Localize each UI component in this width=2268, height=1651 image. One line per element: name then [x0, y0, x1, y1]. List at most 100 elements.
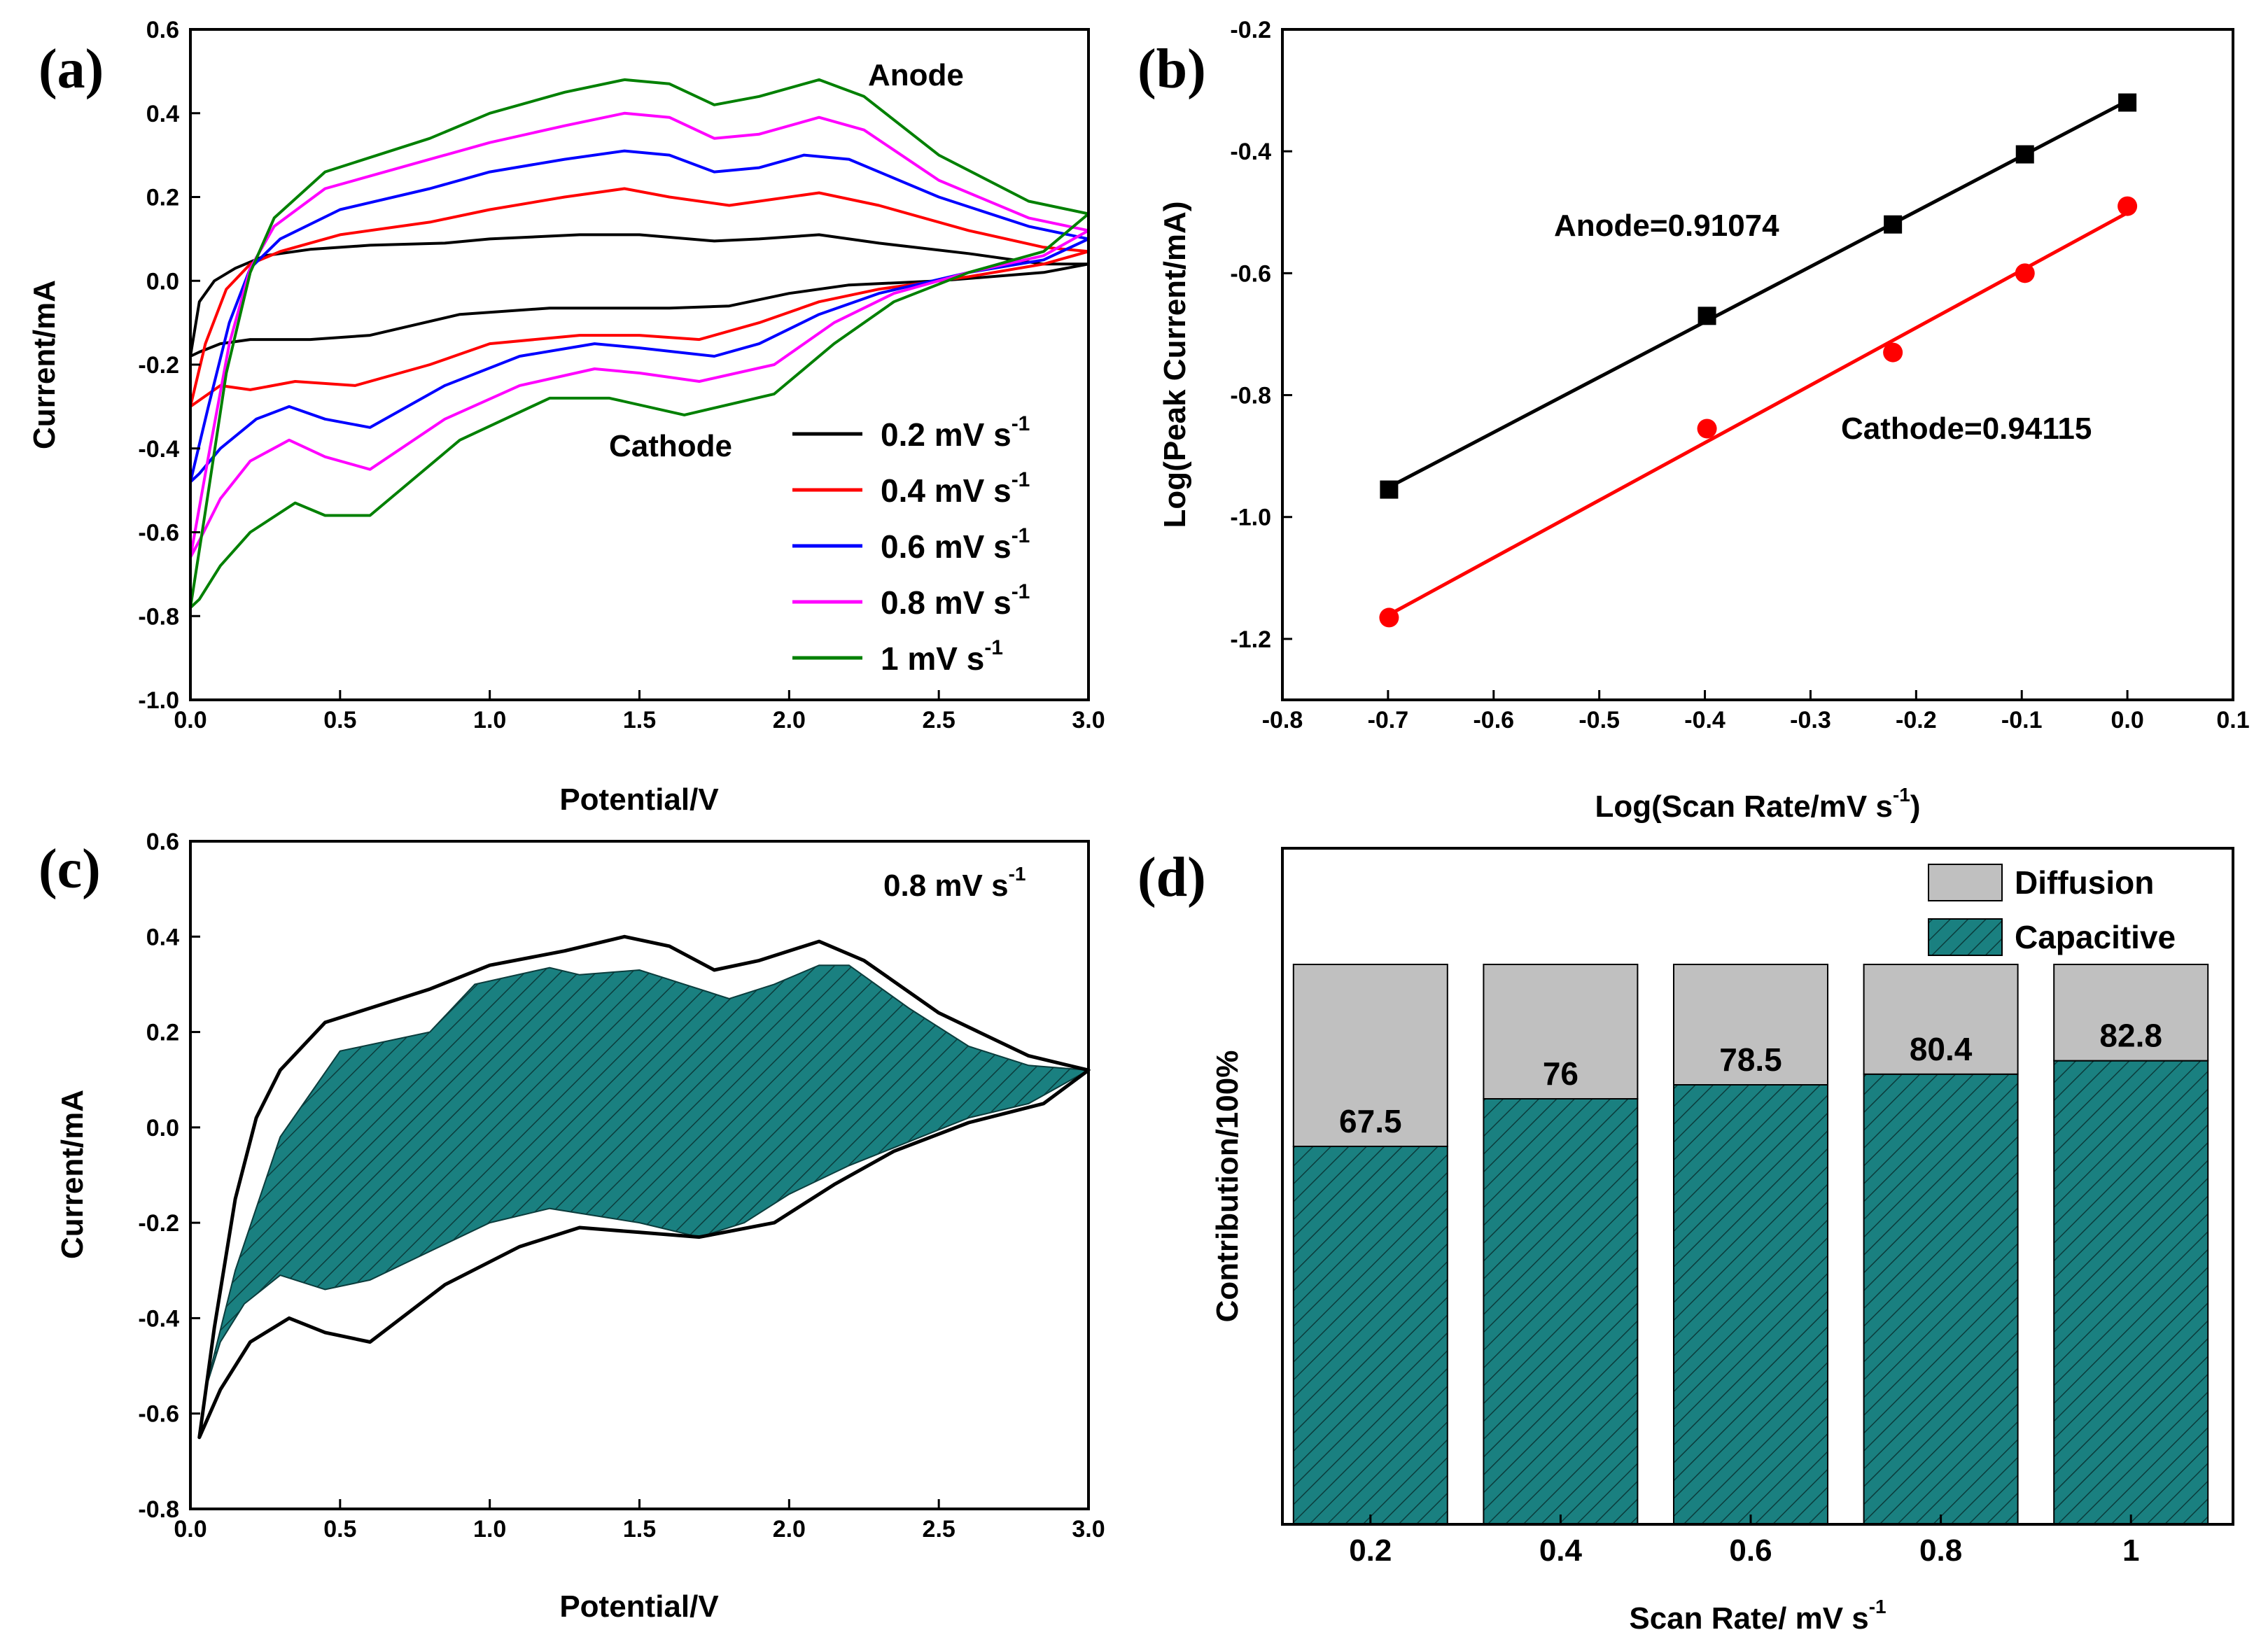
y-tick-label: -0.2	[138, 1210, 179, 1237]
x-tick-label: -0.7	[1368, 707, 1409, 733]
legend-label-capacitive: Capacitive	[2015, 919, 2176, 955]
x-tick-label: 2.0	[773, 707, 806, 733]
bar-diffusion	[2053, 964, 2209, 1062]
x-tick-label: -0.4	[1684, 707, 1726, 733]
bar-capacitive	[1673, 1084, 1828, 1525]
bar-capacitive	[1863, 1073, 2019, 1526]
y-tick-label: -0.4	[1230, 139, 1271, 165]
x-tick-label: -0.5	[1578, 707, 1620, 733]
label-cathode-slope: Cathode=0.94115	[1841, 412, 2092, 446]
x-tick-label: -0.2	[1896, 707, 1937, 733]
fit-line-cathode	[1388, 211, 2129, 617]
y-tick-label: 0.2	[146, 185, 179, 211]
x-tick-label: -0.8	[1262, 707, 1303, 733]
y-tick-label: 0.2	[146, 1020, 179, 1046]
bar-capacitive	[1483, 1098, 1639, 1525]
y-tick-label: 0.6	[146, 17, 179, 43]
x-tick-label: -0.3	[1790, 707, 1831, 733]
x-tick-label: 0.1	[2216, 707, 2249, 733]
y-tick-label: -0.6	[138, 520, 179, 547]
x-tick-label: 1.0	[473, 1516, 506, 1543]
panel-a-legend: 0.2 mV s-1 0.4 mV s-1 0.6 mV s-1 0.8 mV s-1…	[792, 412, 1030, 677]
bar-value-label: 80.4	[1910, 1031, 1973, 1067]
legend-label-diffusion: Diffusion	[2015, 864, 2154, 901]
bar-capacitive	[1292, 1146, 1448, 1525]
y-tick-label: -0.6	[1230, 260, 1271, 287]
bar-value-label: 78.5	[1719, 1041, 1782, 1078]
panel-d-xlabel: Scan Rate/ mV s-1	[1629, 1596, 1886, 1636]
x-tick-label: 0.0	[174, 1516, 206, 1543]
y-tick-label: -1.2	[1230, 626, 1271, 653]
x-tick-label: 0.4	[1539, 1533, 1583, 1568]
panel-a: (a) 0.0 0.5 1.0 1.5 2.0 2.5 3.0 -1.0 -0.8 -0.6 -0.…	[27, 17, 1105, 817]
bar-value-label: 67.5	[1339, 1103, 1402, 1139]
x-tick-label: 2.5	[923, 707, 955, 733]
panel-b-label: (b)	[1138, 38, 1206, 100]
panel-d-frame	[1281, 847, 2234, 1526]
x-tick-label: 1.5	[623, 707, 656, 733]
panel-a-ticks: 0.0 0.5 1.0 1.5 2.0 2.5 3.0 -1.0 -0.8 -0.6 -0.4 -0.…	[138, 17, 1105, 733]
panel-d-legend: Diffusion Capacitive	[1928, 864, 2176, 956]
panel-d: (d) 67.5 0.2 76 0.4 78.5 0.6 80.4 0.8 82.8 1 Scan…	[1138, 847, 2234, 1636]
panel-a-xlabel: Potential/V	[559, 782, 719, 817]
x-tick-label: 0.8	[1919, 1533, 1962, 1568]
y-tick-label: -0.8	[138, 1496, 179, 1523]
anode-point	[1884, 215, 1903, 234]
panel-c: (c) 0.0 0.5 1.0 1.5 2.0 2.5 3.0 -0.8 -0.6 -0.4 -0.…	[38, 829, 1105, 1624]
cathode-point	[2015, 263, 2035, 283]
panel-b-ticks: -0.8 -0.7 -0.6 -0.5 -0.4 -0.3 -0.2 -0.1 0.0 0.1 -1…	[1230, 17, 2249, 733]
x-tick-label: -0.6	[1473, 707, 1514, 733]
x-tick-label: 1.0	[473, 707, 506, 733]
y-tick-label: 0.4	[146, 924, 179, 950]
y-tick-label: -0.8	[1230, 383, 1271, 409]
legend-label: 1 mV s-1	[881, 636, 1003, 677]
bar-capacitive	[2053, 1060, 2209, 1525]
legend-label: 0.8 mV s-1	[881, 580, 1030, 621]
x-tick-label: 1.5	[623, 1516, 656, 1543]
panel-d-plot: 67.5 0.2 76 0.4 78.5 0.6 80.4 0.8 82.8 1	[1292, 964, 2209, 1568]
bar-diffusion	[1483, 964, 1639, 1100]
y-tick-label: -0.4	[138, 1305, 179, 1332]
anode-point	[2015, 145, 2034, 164]
y-tick-label: -0.2	[1230, 17, 1271, 43]
panel-b-frame	[1281, 28, 2234, 701]
legend-label: 0.2 mV s-1	[881, 412, 1030, 453]
anode-point	[1698, 307, 1716, 325]
y-tick-label: 0.4	[146, 101, 179, 127]
panel-a-ylabel: Current/mA	[27, 280, 62, 449]
panel-c-ylabel: Current/mA	[55, 1090, 90, 1259]
panel-b-plot	[1379, 93, 2138, 628]
panel-c-title: 0.8 mV s-1	[883, 863, 1026, 903]
panel-c-ticks: 0.0 0.5 1.0 1.5 2.0 2.5 3.0 -0.8 -0.6 -0.4 -0.2 0.0…	[138, 829, 1105, 1543]
x-tick-label: 2.0	[773, 1516, 806, 1543]
annotation-cathode: Cathode	[609, 429, 732, 463]
anode-point	[2118, 93, 2137, 112]
panel-d-label: (d)	[1138, 847, 1206, 908]
panel-b-xlabel: Log(Scan Rate/mV s-1)	[1595, 784, 1921, 824]
x-tick-label: 0.0	[2110, 707, 2143, 733]
anode-point	[1380, 480, 1399, 499]
cv-curve-1	[189, 233, 1090, 358]
x-tick-label: 0.5	[323, 1516, 356, 1543]
cathode-point	[1379, 607, 1399, 628]
bar-value-label: 82.8	[2099, 1018, 2162, 1054]
legend-swatch-diffusion	[1928, 864, 2003, 901]
x-tick-label: 0.0	[174, 707, 206, 733]
y-tick-label: 0.0	[146, 268, 179, 295]
annotation-anode: Anode	[868, 58, 964, 92]
bar-value-label: 76	[1543, 1055, 1578, 1092]
cv-curve-5	[189, 78, 1090, 610]
panel-b-ylabel: Log(Peak Current/mA)	[1158, 202, 1192, 528]
y-tick-label: 0.0	[146, 1115, 179, 1141]
bar-diffusion	[1292, 964, 1448, 1147]
cathode-point	[2118, 196, 2138, 216]
x-tick-label: 0.2	[1349, 1533, 1392, 1568]
panel-c-plot	[197, 934, 1091, 1440]
y-tick-label: -0.2	[138, 352, 179, 379]
y-tick-label: -1.0	[138, 687, 179, 714]
y-tick-label: -1.0	[1230, 505, 1271, 531]
capacitive-area	[204, 964, 1091, 1390]
bar-diffusion	[1673, 964, 1828, 1086]
panel-d-ylabel: Contribution/100%	[1210, 1051, 1245, 1323]
